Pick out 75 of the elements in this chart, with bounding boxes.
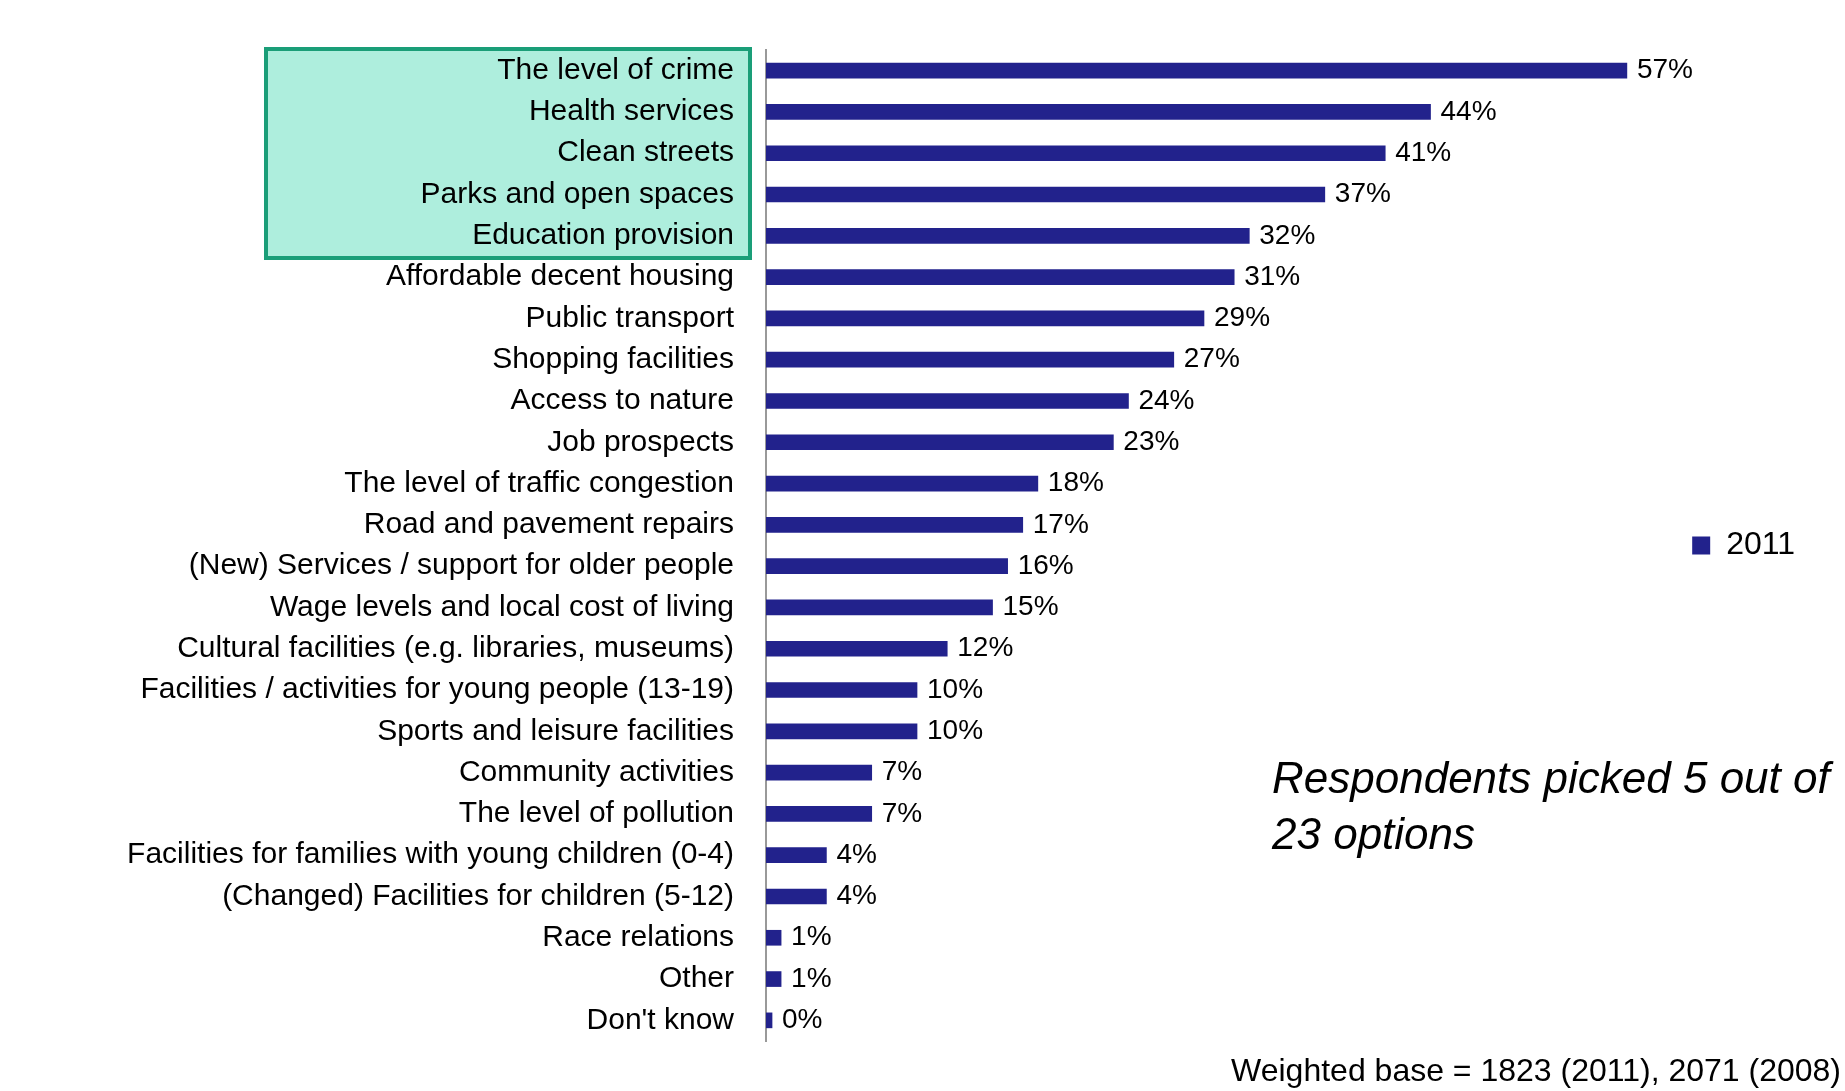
y-tick-label: Shopping facilities [492, 340, 734, 374]
data-label: 16% [1017, 548, 1074, 580]
data-label: 17% [1032, 507, 1089, 539]
data-label: 10% [927, 714, 984, 746]
y-tick-label: Facilities / activities for young people (13-19) [140, 671, 734, 705]
bar [766, 62, 1628, 79]
bar [766, 269, 1235, 285]
bar [766, 434, 1114, 451]
y-tick-label: Public transport [525, 299, 735, 333]
bar [766, 517, 1024, 533]
y-tick-label: Other [658, 960, 735, 994]
y-tick-label: Wage levels and local cost of living [269, 588, 734, 622]
bar [766, 640, 948, 657]
data-label: 4% [836, 837, 877, 869]
data-label: 29% [1213, 301, 1271, 333]
bar [766, 806, 873, 822]
data-label: 12% [957, 631, 1014, 663]
data-label: 27% [1183, 342, 1240, 374]
bar [766, 310, 1205, 327]
y-tick-label: Sports and leisure facilities [377, 712, 734, 746]
bar [766, 929, 782, 946]
bar [766, 888, 827, 905]
y-tick-label: (Changed) Facilities for children (5-12) [222, 877, 734, 911]
y-tick-label: Race relations [542, 919, 734, 953]
data-label: 32% [1259, 218, 1316, 250]
y-tick-label: The level of crime [497, 51, 734, 85]
text: Weighted base = 1823 (2011), 2071 (2008) [1231, 1052, 1841, 1089]
data-label: 4% [836, 879, 877, 911]
data-label: 24% [1138, 383, 1195, 415]
data-label: 15% [1002, 590, 1059, 622]
bar [766, 351, 1175, 368]
bar [766, 847, 827, 864]
annotation: Respondents picked 5 out of 23 options [1272, 752, 1835, 860]
legend-label: 2011 [1726, 525, 1795, 562]
bar [766, 558, 1008, 574]
data-label: 41% [1395, 135, 1452, 167]
data-label: 18% [1047, 466, 1104, 498]
y-tick-label: Access to nature [510, 382, 734, 416]
data-label: 31% [1244, 259, 1301, 291]
data-label: 1% [791, 920, 832, 952]
bar [766, 971, 782, 987]
data-label: 57% [1636, 53, 1693, 85]
y-tick-label: Facilities for families with young children (0-4) [127, 836, 734, 870]
y-tick-label: (New) Services / support for older people [188, 547, 734, 581]
y-tick-label: Job prospects [547, 423, 734, 457]
bar [766, 393, 1129, 409]
data-label: 37% [1334, 177, 1391, 209]
y-tick-label: Community activities [458, 753, 734, 787]
bar [766, 682, 918, 698]
y-tick-label: Cultural facilities (e.g. libraries, museums) [177, 629, 734, 663]
data-label: 1% [791, 961, 832, 993]
data-label: 10% [927, 672, 984, 704]
bar [766, 764, 873, 781]
bar [766, 227, 1250, 244]
bar [766, 599, 993, 616]
y-tick-label: Don't know [586, 1001, 735, 1035]
data-label: 7% [881, 755, 923, 787]
y-tick-label: The level of pollution [458, 795, 734, 829]
data-label: 44% [1440, 94, 1497, 126]
data-label: 0% [782, 1003, 823, 1035]
bar [766, 145, 1386, 162]
bar [766, 1012, 773, 1029]
bar [766, 186, 1326, 203]
y-tick-label: Affordable decent housing [385, 258, 734, 292]
y-tick-label: Health services [528, 93, 734, 127]
data-label: 7% [881, 796, 923, 828]
bar [766, 104, 1431, 120]
y-tick-label: Education provision [472, 217, 734, 251]
y-tick-label: Clean streets [557, 134, 734, 168]
y-tick-label: Road and pavement repairs [363, 506, 734, 540]
y-tick-label: Parks and open spaces [420, 175, 734, 209]
data-label: 23% [1123, 424, 1180, 456]
bar [766, 723, 918, 740]
y-tick-label: The level of traffic congestion [344, 464, 734, 498]
bar [766, 475, 1039, 492]
